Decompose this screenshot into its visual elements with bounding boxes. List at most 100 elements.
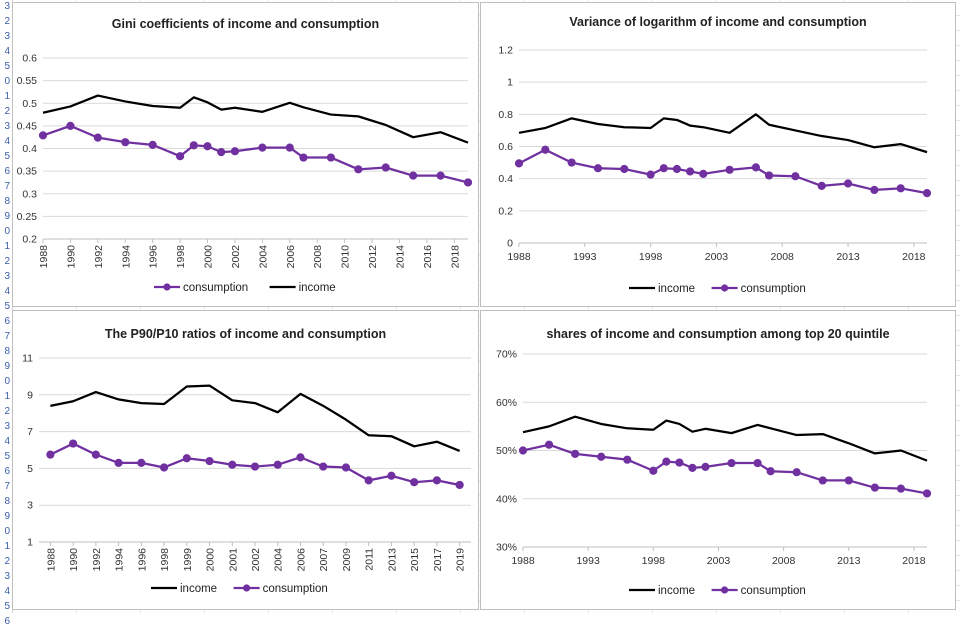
chart-title: Gini coefficients of income and consumpt… [111, 17, 380, 31]
chart-variance-plot: 0 0.2 0.4 0.6 0.8 1 1.2 1988 1993 1998 2003 2008 201… [498, 45, 932, 295]
row-header-number[interactable]: 1 [4, 91, 10, 102]
row-header-number[interactable]: 3 [4, 421, 10, 432]
row-header-number[interactable]: 1 [4, 541, 10, 552]
row-header-number[interactable]: 3 [4, 571, 10, 582]
row-header-number[interactable]: 5 [4, 301, 10, 312]
y-tick-label: 1 [27, 537, 33, 549]
x-tick-label: 2015 [409, 548, 421, 572]
data-point-consumption [436, 171, 445, 180]
x-tick-label: 1988 [38, 245, 50, 269]
chart-gini[interactable]: Gini coefficients of income and consumpt… [12, 2, 479, 307]
chart-p90p10[interactable]: The P90/P10 ratios of income and consump… [12, 310, 479, 610]
row-header-number[interactable]: 6 [4, 466, 10, 477]
data-point-consumption [659, 164, 668, 173]
row-header-number[interactable]: 8 [4, 496, 10, 507]
y-tick-label: 0.2 [22, 234, 37, 246]
row-header-number[interactable]: 1 [4, 241, 10, 252]
data-point-consumption [341, 463, 351, 472]
x-tick-label: 2007 [318, 548, 330, 572]
x-tick-label: 2008 [312, 245, 324, 269]
row-header-number[interactable]: 2 [4, 556, 10, 567]
x-tick-label: 2004 [257, 245, 269, 269]
x-tick-label: 1992 [91, 548, 103, 572]
x-tick-label: 2004 [273, 548, 285, 572]
row-header-number[interactable]: 3 [4, 271, 10, 282]
data-point-consumption [137, 458, 146, 467]
x-tick-label: 1988 [511, 555, 535, 567]
data-point-consumption [597, 452, 606, 461]
data-point-consumption [114, 458, 123, 467]
row-header-number[interactable]: 1 [4, 391, 10, 402]
row-header-number[interactable]: 2 [4, 16, 10, 27]
row-header-number[interactable]: 4 [4, 286, 10, 297]
data-point-consumption [409, 171, 418, 180]
data-point-consumption [38, 131, 48, 140]
row-header-number[interactable]: 6 [4, 616, 10, 627]
chart-variance[interactable]: Variance of logarithm of income and cons… [480, 2, 956, 307]
y-tick-label: 30% [496, 542, 517, 554]
y-tick-label: 0.6 [498, 141, 513, 153]
legend: income consumption [629, 585, 806, 597]
data-point-consumption [870, 483, 879, 492]
series-line-income [518, 113, 928, 154]
row-header-number[interactable]: 0 [4, 76, 10, 87]
row-header-number[interactable]: 3 [4, 31, 10, 42]
row-header-number[interactable]: 2 [4, 106, 10, 117]
x-tick-label: 1996 [136, 548, 148, 572]
x-tick-label: 2002 [250, 548, 262, 572]
row-header-number[interactable]: 2 [4, 256, 10, 267]
x-axis: 1988 1993 1998 2003 2008 2013 2018 [507, 251, 925, 263]
x-tick-label: 2018 [902, 251, 926, 263]
x-tick-label: 1998 [639, 251, 663, 263]
data-point-consumption [410, 478, 419, 487]
row-header-number[interactable]: 5 [4, 451, 10, 462]
row-header-number[interactable]: 8 [4, 196, 10, 207]
row-header-number[interactable]: 9 [4, 361, 10, 372]
x-tick-label: 2010 [340, 245, 352, 269]
series-line-consumption [518, 148, 928, 195]
row-header-number[interactable]: 5 [4, 601, 10, 612]
y-tick-label: 0.6 [22, 53, 37, 65]
row-header-number[interactable]: 5 [4, 61, 10, 72]
row-header-number[interactable]: 9 [4, 211, 10, 222]
row-header-number[interactable]: 8 [4, 346, 10, 357]
legend-label: consumption [741, 283, 806, 295]
row-header-number[interactable]: 0 [4, 526, 10, 537]
data-point-consumption [203, 142, 212, 151]
y-tick-label: 0 [507, 238, 513, 250]
chart-title: The P90/P10 ratios of income and consump… [104, 327, 387, 341]
row-header-number[interactable]: 3 [4, 121, 10, 132]
row-header-number[interactable]: 0 [4, 376, 10, 387]
row-header-number[interactable]: 6 [4, 166, 10, 177]
row-header-number[interactable]: 4 [4, 46, 10, 57]
chart-shares[interactable]: shares of income and consumption among t… [480, 310, 956, 610]
x-tick-label: 1994 [114, 548, 126, 572]
row-header-number[interactable]: 7 [4, 331, 10, 342]
legend: income consumption [151, 583, 328, 595]
data-point-consumption [518, 446, 528, 455]
data-point-consumption [544, 440, 554, 449]
row-header-number[interactable]: 6 [4, 316, 10, 327]
x-tick-label: 2000 [203, 245, 215, 269]
y-tick-label: 0.35 [17, 166, 38, 178]
legend-label: consumption [741, 585, 806, 597]
row-header-number[interactable]: 5 [4, 151, 10, 162]
row-header-number[interactable]: 7 [4, 181, 10, 192]
data-point-consumption [725, 165, 734, 174]
y-tick-label: 0.2 [498, 205, 513, 217]
y-axis: 0 0.2 0.4 0.6 0.8 1 1.2 [498, 45, 513, 250]
data-point-consumption [273, 460, 282, 469]
row-header-number[interactable]: 9 [4, 511, 10, 522]
row-header-gutter: 3 2 3 4 5 0 1 2 3 4 5 6 7 8 9 0 1 2 3 4 5 6 7 8 9 0 1 2 3 4 5 6 7 8 9 0 1 2 3 4… [0, 0, 13, 627]
data-point-consumption [817, 181, 826, 191]
chart-title: shares of income and consumption among t… [546, 327, 890, 341]
y-tick-label: 60% [496, 397, 517, 409]
row-header-number[interactable]: 4 [4, 136, 10, 147]
x-axis: 1988 1990 1992 1994 1996 1998 1999 2000 2001 2002… [45, 548, 466, 572]
row-header-number[interactable]: 4 [4, 586, 10, 597]
row-header-number[interactable]: 0 [4, 226, 10, 237]
row-header-number[interactable]: 3 [4, 1, 10, 12]
row-header-number[interactable]: 7 [4, 481, 10, 492]
row-header-number[interactable]: 2 [4, 406, 10, 417]
row-header-number[interactable]: 4 [4, 436, 10, 447]
